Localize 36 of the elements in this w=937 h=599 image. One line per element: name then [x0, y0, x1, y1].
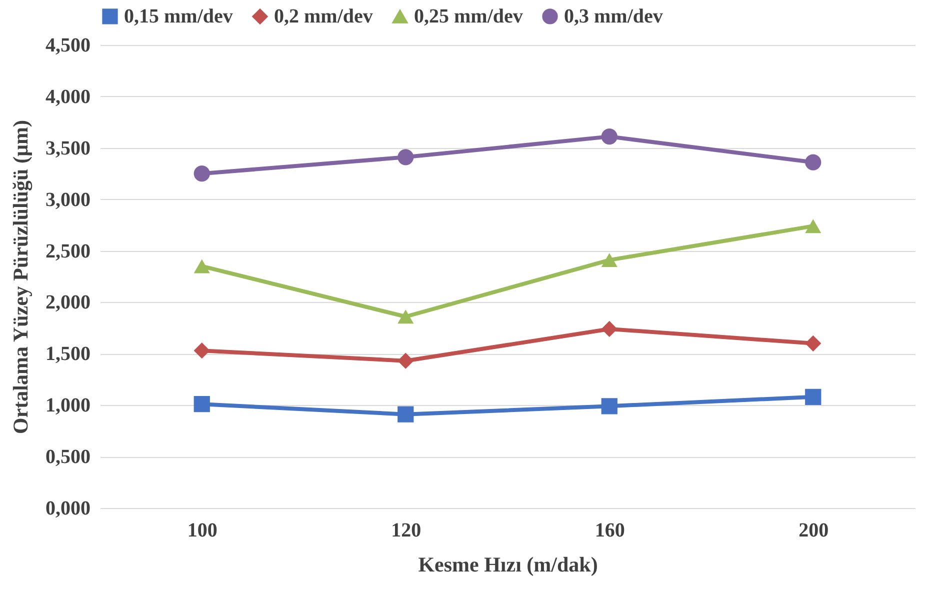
- point: [805, 388, 822, 405]
- y-tick-label: 1,500: [46, 343, 90, 366]
- y-tick-label: 1,000: [46, 394, 90, 417]
- x-tick-label: 100: [187, 520, 218, 542]
- y-tick-label: 4,000: [46, 86, 90, 108]
- point: [194, 396, 210, 412]
- point: [194, 259, 210, 274]
- point: [805, 335, 822, 352]
- y-tick-label: 0,000: [46, 498, 90, 520]
- point: [398, 406, 414, 422]
- y-tick-label: 2,000: [46, 292, 90, 314]
- legend-label: 0,25 mm/dev: [414, 6, 523, 28]
- point: [398, 149, 414, 166]
- x-tick-label: 120: [391, 520, 422, 542]
- y-tick-label: 4,500: [46, 34, 90, 56]
- point: [805, 154, 822, 170]
- point: [398, 352, 414, 369]
- x-axis-title: Kesme Hızı (m/dak): [418, 552, 598, 576]
- y-tick-label: 2,500: [46, 240, 90, 262]
- y-tick-label: 3,000: [46, 188, 90, 211]
- legend-label: 0,3 mm/dev: [564, 5, 663, 28]
- legend-label: 0,15 mm/dev: [124, 5, 233, 28]
- y-axis-title: Ortalama Yüzey Pürüzlülüğü (µm): [8, 120, 32, 434]
- point: [601, 320, 618, 338]
- y-tick-label: 0,500: [46, 446, 90, 468]
- point: [194, 342, 210, 359]
- x-tick-label: 160: [594, 520, 625, 542]
- point: [601, 128, 618, 145]
- y-tick-label: 3,500: [46, 137, 90, 160]
- point: [601, 398, 618, 414]
- point: [805, 219, 822, 234]
- x-tick-label: 200: [798, 520, 829, 542]
- point: [398, 310, 414, 324]
- point: [601, 253, 618, 268]
- legend-label: 0,2 mm/dev: [274, 5, 373, 28]
- point: [194, 166, 210, 182]
